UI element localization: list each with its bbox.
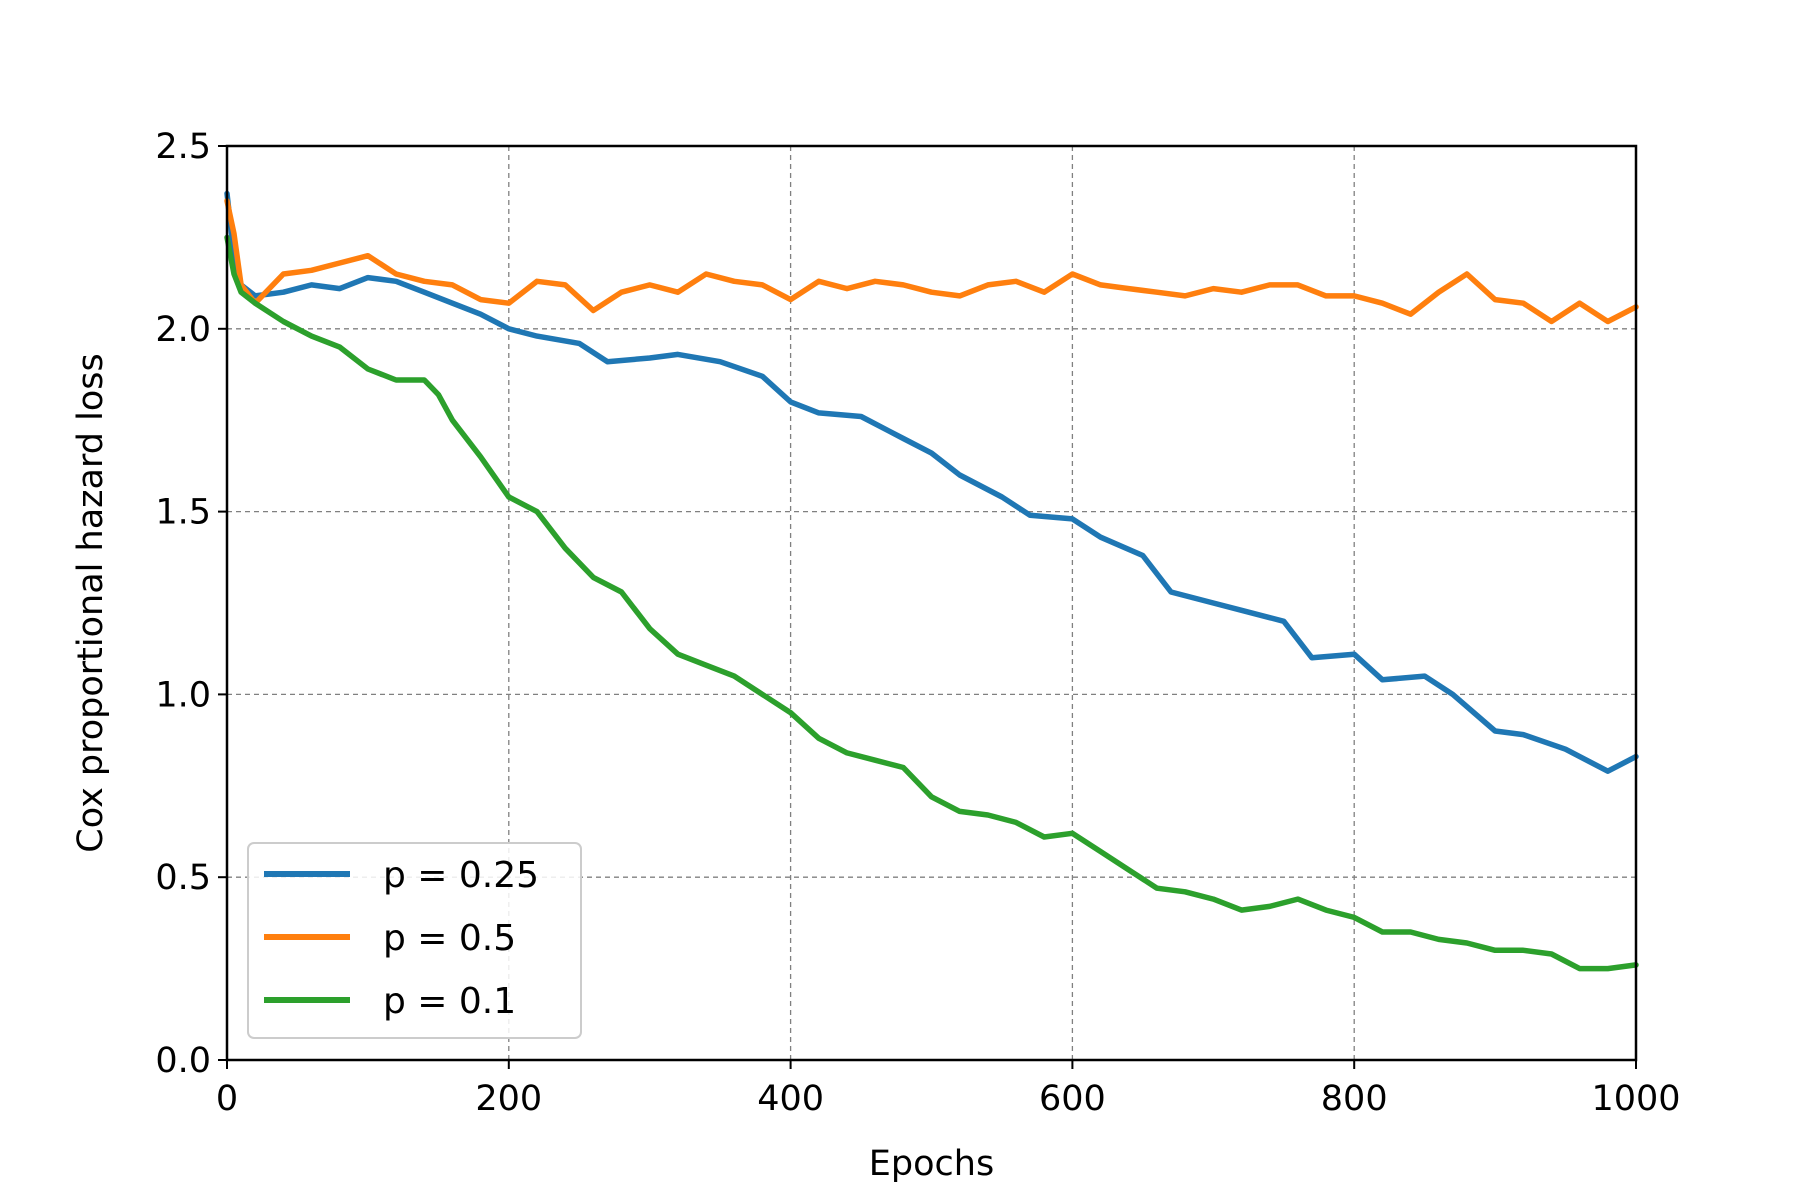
grid-lines [227, 146, 1636, 1060]
plot-frame [225, 144, 1638, 1062]
legend-box [247, 842, 582, 1039]
x-axis-label: Epochs [869, 1144, 994, 1184]
y-tick-label: 1.0 [155, 675, 211, 715]
y-tick-label: 0.0 [155, 1041, 211, 1081]
y-tick-label: 2.5 [155, 127, 211, 167]
legend: p = 0.25 p = 0.5 p = 0.1 [247, 842, 582, 1039]
series-line-2 [224, 198, 1639, 325]
x-tick-label: 400 [757, 1079, 824, 1119]
x-tick-label: 200 [475, 1079, 542, 1119]
legend-label: p = 0.5 [383, 918, 516, 959]
x-tick-label: 800 [1321, 1079, 1388, 1119]
y-tick-label: 2.0 [155, 310, 211, 350]
series-line-3 [224, 234, 1639, 972]
y-tick-label: 1.5 [155, 493, 211, 533]
axis-ticks: 0 200 400 600 800 1000 0.0 0.5 1.0 1.5 2.0 2.5 [155, 127, 1680, 1119]
series-line-1 [224, 190, 1639, 774]
y-tick-label: 0.5 [155, 858, 211, 898]
legend-label: p = 0.1 [383, 981, 516, 1022]
x-tick-label: 1000 [1591, 1079, 1680, 1119]
series-group [224, 190, 1639, 972]
x-tick-label: 0 [216, 1079, 238, 1119]
legend-label: p = 0.25 [383, 855, 539, 896]
x-tick-label: 600 [1039, 1079, 1106, 1119]
y-axis-label: Cox proportional hazard loss [71, 353, 111, 852]
